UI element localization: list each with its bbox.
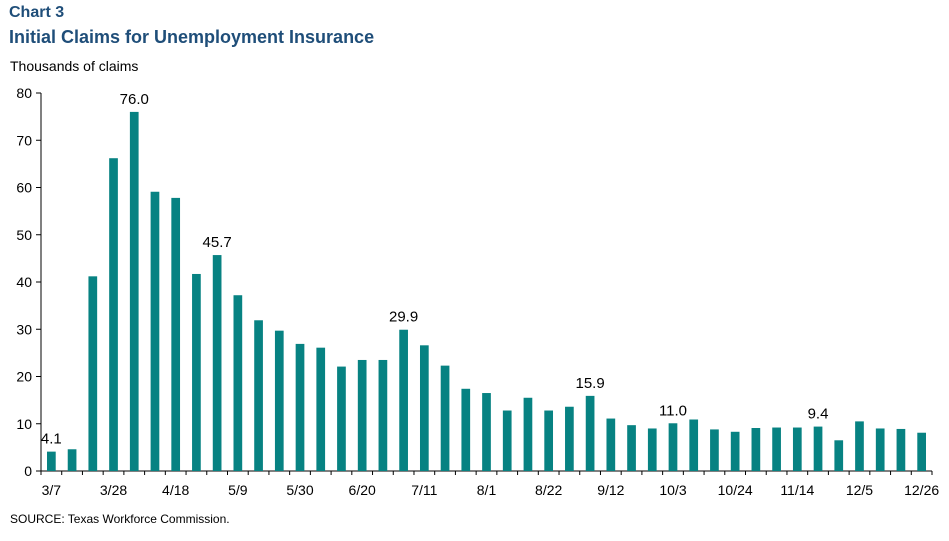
bar: [502, 410, 512, 471]
x-tick-label: 10/24: [718, 482, 753, 498]
bar: [792, 427, 802, 471]
data-label: 4.1: [41, 431, 62, 448]
bar: [896, 428, 906, 471]
y-tick-label: 80: [16, 85, 32, 101]
x-tick-label: 8/22: [535, 482, 562, 498]
x-tick-label: 12/26: [904, 482, 939, 498]
bar: [710, 429, 719, 471]
bar: [482, 393, 491, 471]
y-tick-label: 0: [24, 463, 32, 479]
bar: [47, 451, 56, 471]
y-axis-label: Thousands of claims: [10, 58, 139, 74]
source-note: SOURCE: Texas Workforce Commission.: [10, 512, 230, 526]
chart-title: Initial Claims for Unemployment Insuranc…: [9, 27, 375, 47]
x-tick-label: 10/3: [659, 482, 686, 498]
x-tick-label: 9/12: [597, 482, 624, 498]
x-tick-label: 4/18: [162, 482, 189, 498]
bar: [834, 440, 844, 471]
bar: [875, 428, 885, 471]
x-tick-label: 6/20: [349, 482, 376, 498]
bar: [461, 388, 471, 471]
data-label: 9.4: [808, 406, 829, 423]
bar: [399, 329, 408, 471]
bar: [544, 410, 554, 471]
y-tick-label: 60: [16, 180, 32, 196]
bar: [129, 111, 139, 472]
data-label: 15.9: [576, 375, 605, 392]
y-tick-label: 20: [16, 369, 32, 385]
y-tick-label: 40: [16, 274, 32, 290]
x-tick-label: 7/11: [411, 482, 437, 498]
bar: [316, 347, 326, 471]
bar: [295, 343, 305, 471]
bar: [378, 359, 388, 471]
chart-number: Chart 3: [9, 4, 65, 21]
bar: [212, 255, 222, 471]
bar: [254, 320, 263, 471]
bar: [668, 423, 678, 471]
bar: [357, 359, 367, 471]
data-label: 76.0: [120, 91, 149, 108]
bar: [647, 428, 657, 471]
bar: [523, 397, 533, 471]
x-tick-label: 8/1: [477, 482, 497, 498]
bar: [192, 273, 201, 471]
bar: [274, 330, 284, 471]
bar: [233, 295, 243, 471]
bar: [67, 449, 77, 471]
x-tick-label: 3/7: [42, 482, 62, 498]
bar: [917, 432, 926, 471]
y-tick-label: 70: [16, 132, 32, 148]
bar: [150, 191, 160, 471]
bar: [109, 158, 118, 471]
bar: [627, 425, 636, 471]
x-tick-label: 3/28: [100, 482, 127, 498]
y-tick-label: 50: [16, 227, 32, 243]
bar: [813, 426, 823, 471]
x-tick-label: 5/30: [286, 482, 313, 498]
bar: [419, 345, 429, 471]
bar: [585, 395, 595, 471]
bar: [730, 431, 740, 471]
bar: [440, 365, 450, 471]
bar: [606, 418, 616, 471]
x-tick-label: 11/14: [780, 482, 814, 498]
data-label: 11.0: [659, 402, 687, 419]
bar: [751, 428, 761, 471]
bar: [88, 276, 98, 471]
data-label: 45.7: [203, 234, 232, 251]
bar: [772, 427, 781, 471]
bar: [565, 406, 574, 471]
bar: [855, 421, 864, 471]
y-tick-label: 10: [16, 416, 32, 432]
data-label: 29.9: [389, 309, 418, 326]
bar: [171, 197, 181, 471]
bar: [337, 366, 346, 471]
x-tick-label: 5/9: [228, 482, 248, 498]
y-tick-label: 30: [16, 321, 32, 337]
x-tick-label: 12/5: [846, 482, 873, 498]
bar: [689, 419, 699, 471]
